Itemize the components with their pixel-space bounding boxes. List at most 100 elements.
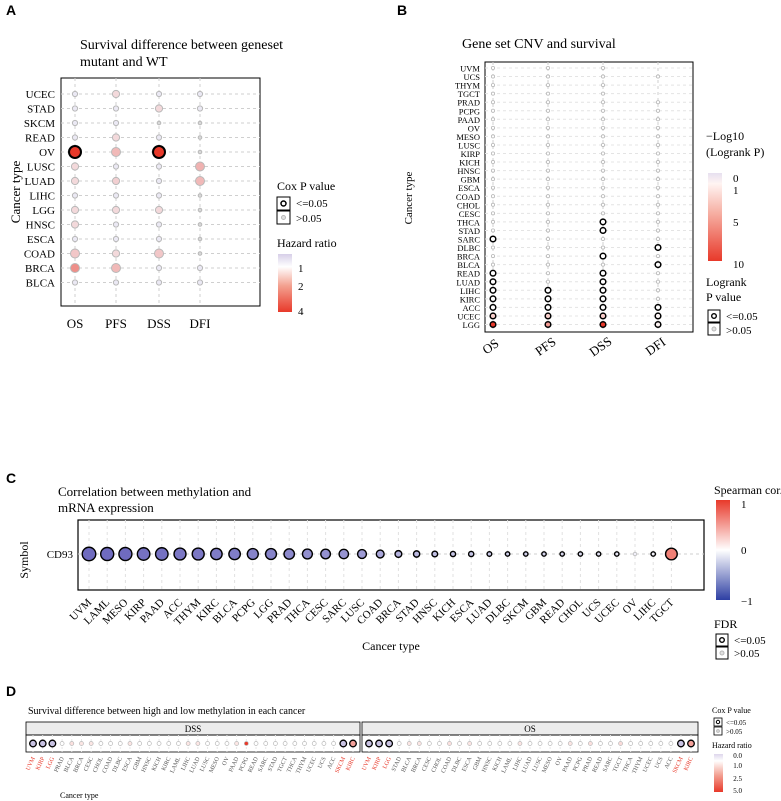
panel-b-dot: [546, 271, 551, 276]
panel-b-legend-color-title-line1: −Log10: [706, 129, 744, 143]
panel-d-legend-color-title: Hazard ratio: [712, 741, 752, 750]
panel-b-dot: [544, 312, 552, 320]
panel-c-title-line1: Correlation between methylation and: [58, 484, 252, 499]
panel-b-y-tick-label: TGCT: [458, 89, 481, 99]
panel-b-legend-size-title-line1: Logrank: [706, 275, 747, 289]
panel-b-dot: [656, 288, 661, 293]
panel-c-dot: [320, 548, 332, 560]
panel-c-dot: [632, 551, 638, 557]
panel-b-dot: [654, 261, 662, 269]
panel-d-dot: [608, 741, 613, 746]
panel-b-dot: [601, 160, 606, 165]
panel-b-y-tick-label: ESCA: [458, 183, 481, 193]
panel-b-dot: [490, 125, 495, 130]
panel-b-dot: [656, 219, 661, 224]
panel-b-dot: [490, 202, 495, 207]
panel-c-dot: [449, 550, 457, 558]
panel-d-colorbar-tick-label: 0.0: [733, 752, 742, 760]
panel-d-dot: [638, 741, 644, 746]
panel-d-dot: [273, 741, 278, 746]
panel-c-dot: [228, 547, 242, 561]
panel-b-dot: [601, 134, 606, 139]
panel-b-dot: [601, 74, 606, 79]
panel-a-dot: [196, 105, 204, 112]
panel-d-dot: [176, 741, 181, 746]
panel-a-dot: [154, 248, 164, 259]
panel-d-dot: [48, 739, 57, 748]
panel-d-dot: [477, 741, 483, 746]
panel-a-dot: [71, 235, 79, 243]
panel-a-y-tick-label: COAD: [24, 249, 55, 261]
panel-d-dot: [292, 741, 298, 746]
panel-d-dot: [339, 739, 348, 748]
panel-d-x-tick-label: UVM: [361, 756, 373, 772]
panel-b-y-tick-label: GBM: [461, 175, 481, 185]
panel-a-legend-ns-label: >0.05: [296, 213, 322, 225]
panel-b-y-tick-label: LGG: [463, 320, 480, 330]
panel-b-dot: [546, 66, 551, 71]
panel-b-dot: [656, 279, 661, 284]
panel-a-dot: [196, 90, 204, 98]
panel-b-dot: [546, 211, 551, 216]
panel-d-legend-size-title: Cox P value: [712, 706, 751, 715]
panel-b-dot: [599, 320, 607, 329]
panel-a-y-tick-label: BRCA: [25, 263, 55, 275]
panel-c-y-axis-label: Symbol: [17, 541, 31, 579]
panel-c-y-tick-label: CD93: [47, 549, 74, 561]
panel-b-dot: [546, 134, 551, 139]
panel-b-y-tick-label: KIRC: [460, 294, 481, 304]
panel-a-dot: [155, 134, 163, 141]
panel-c-colorbar-tick-label: 1: [741, 499, 747, 511]
panel-b-dot: [601, 194, 606, 199]
panel-d-dot: [185, 741, 191, 746]
panel-a-y-tick-label: LUSC: [27, 162, 55, 174]
panel-b-dot: [546, 142, 551, 147]
panel-c-dot: [650, 551, 657, 557]
panel-d-x-tick-label: KIRC: [345, 756, 356, 772]
panel-c-legend-color-title: Spearman cor.: [714, 483, 781, 497]
panel-d-x-tick-label: KIRC: [683, 756, 694, 772]
panel-d-dot: [416, 741, 422, 746]
panel-b-legend-key-box: [707, 322, 721, 336]
panel-a-dot: [112, 235, 120, 243]
panel-b-dot: [656, 194, 661, 199]
panel-c-legend-key-box: [715, 646, 729, 660]
panel-b-dot: [656, 236, 661, 241]
panel-c-dot: [154, 547, 169, 561]
panel-d-x-tick-label: CESC: [421, 756, 433, 772]
panel-b-dot: [656, 160, 661, 165]
panel-b-y-tick-label: THCA: [457, 217, 481, 227]
panel-b-dot: [601, 211, 606, 216]
panel-c-plot-frame: [77, 519, 705, 591]
panel-b-y-tick-label: PRAD: [457, 98, 480, 108]
panel-c-dot: [283, 548, 296, 560]
panel-b-dot: [656, 211, 661, 216]
panel-d-x-tick-label: OV: [222, 756, 231, 767]
panel-d-x-tick-label: KICH: [151, 756, 163, 772]
panel-b-title: Gene set CNV and survival: [462, 37, 616, 52]
panel-b-dot: [490, 219, 495, 224]
panel-a-legend-key-box: [276, 210, 291, 225]
panel-c-dot: [504, 551, 511, 557]
panel-d-dot: [98, 741, 104, 746]
panel-b-dot: [546, 168, 551, 173]
panel-c-legend-key-box: [715, 633, 729, 647]
panel-b-dot: [656, 168, 661, 173]
panel-a-dot: [197, 193, 203, 198]
panel-a-dot: [155, 177, 163, 185]
panel-a-dot: [195, 161, 205, 172]
panel-b-y-tick-label: CESC: [459, 209, 481, 219]
panel-b-dot: [656, 228, 661, 233]
panel-a-dot: [156, 120, 162, 126]
panel-a-colorbar-tick-label: 1: [298, 263, 304, 275]
panel-d-dot: [598, 741, 603, 746]
panel-b-y-tick-label: PAAD: [458, 115, 480, 125]
panel-b-dot: [601, 202, 606, 207]
panel-d-dot: [507, 741, 513, 746]
panel-d-dot: [29, 739, 37, 748]
panel-b-dot: [490, 194, 495, 199]
panel-a-legend-sig-dot: [280, 200, 287, 207]
panel-c-dot: [356, 548, 368, 560]
panel-c-legend-size-title: FDR: [714, 617, 737, 631]
panel-b-dot: [601, 177, 606, 182]
